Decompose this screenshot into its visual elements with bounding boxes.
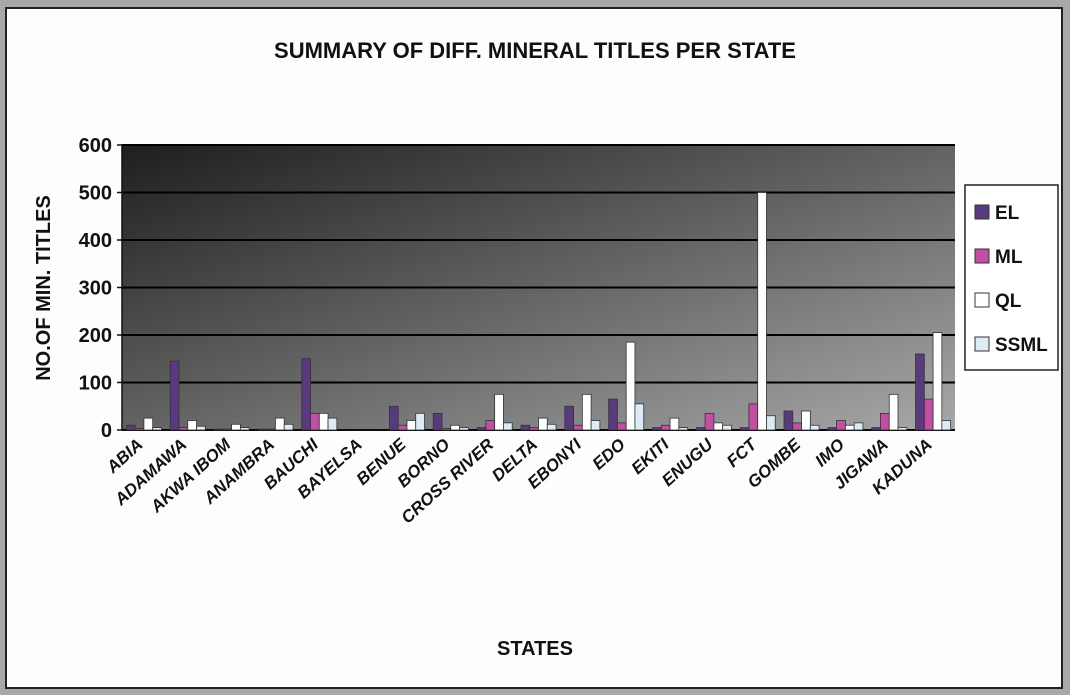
bar — [608, 398, 618, 431]
bar — [178, 427, 189, 431]
bar — [617, 422, 627, 431]
bar — [257, 428, 268, 431]
bar — [546, 423, 557, 431]
bar — [748, 403, 759, 431]
bar — [888, 393, 899, 431]
bar — [573, 424, 583, 431]
y-tick-label: 400 — [79, 230, 112, 252]
bar — [125, 424, 136, 431]
bar — [897, 427, 908, 431]
bar — [520, 424, 531, 431]
bar — [406, 420, 417, 431]
bar — [301, 358, 311, 431]
bar — [485, 420, 496, 431]
bar — [871, 427, 881, 431]
legend-label: EL — [995, 203, 1020, 224]
bar — [143, 417, 154, 431]
y-tick-label: 300 — [79, 278, 112, 300]
bar — [476, 427, 487, 431]
bar — [809, 424, 820, 431]
bar — [678, 427, 688, 431]
bar — [739, 427, 750, 431]
bar — [152, 427, 162, 431]
bar — [134, 428, 145, 431]
y-tick-label: 200 — [79, 325, 112, 347]
bar — [660, 424, 671, 431]
bar — [459, 427, 469, 431]
bar — [827, 427, 838, 431]
chart-title: SUMMARY OF DIFF. MINERAL TITLES PER STAT… — [274, 38, 796, 63]
bar — [538, 417, 548, 431]
bar — [932, 332, 943, 431]
bar — [564, 405, 574, 431]
bar — [327, 417, 338, 431]
bar — [695, 427, 706, 431]
bar — [283, 423, 294, 431]
bar — [196, 425, 206, 431]
bar — [853, 422, 864, 431]
bar — [801, 410, 811, 431]
bar — [529, 427, 539, 431]
bar — [266, 428, 276, 431]
bar — [652, 427, 662, 431]
bar — [757, 192, 767, 431]
bar — [187, 420, 197, 431]
bar — [432, 412, 443, 431]
y-axis-label: NO.OF MIN. TITLES — [33, 195, 55, 381]
bar — [625, 341, 636, 431]
bar — [941, 420, 952, 431]
bar — [669, 417, 680, 431]
bar — [634, 403, 645, 431]
bar — [169, 360, 180, 431]
legend-label: SSML — [995, 335, 1048, 356]
bar — [494, 393, 504, 431]
legend-swatch — [974, 292, 990, 308]
bar — [783, 410, 794, 431]
bar — [318, 412, 329, 431]
y-tick-label: 100 — [79, 373, 112, 395]
bar — [923, 398, 934, 431]
bar — [450, 424, 460, 431]
bar — [231, 423, 241, 431]
x-axis-label: STATES — [497, 638, 573, 660]
bar — [222, 428, 233, 431]
bar — [275, 417, 285, 431]
bar — [880, 412, 890, 431]
legend-swatch — [974, 204, 990, 220]
y-tick-label: 0 — [101, 420, 112, 442]
legend-swatch — [974, 248, 990, 264]
bar — [415, 412, 425, 431]
bar — [836, 420, 846, 431]
bar — [310, 412, 320, 431]
y-tick-label: 500 — [79, 183, 112, 205]
legend-label: ML — [995, 247, 1023, 268]
bar — [704, 412, 715, 431]
bar — [581, 393, 592, 431]
bar — [915, 353, 925, 431]
bar — [766, 415, 776, 431]
y-tick-label: 600 — [79, 135, 112, 157]
bar — [389, 405, 399, 431]
bar — [844, 424, 855, 431]
bar — [213, 428, 224, 431]
bar — [397, 424, 408, 431]
bar — [713, 422, 724, 431]
bar — [503, 422, 513, 431]
legend-swatch — [974, 336, 990, 352]
bar — [441, 428, 452, 431]
bar — [590, 420, 601, 431]
bar — [722, 424, 732, 431]
bar — [792, 422, 802, 431]
bar — [239, 427, 250, 431]
legend-label: QL — [995, 291, 1022, 312]
